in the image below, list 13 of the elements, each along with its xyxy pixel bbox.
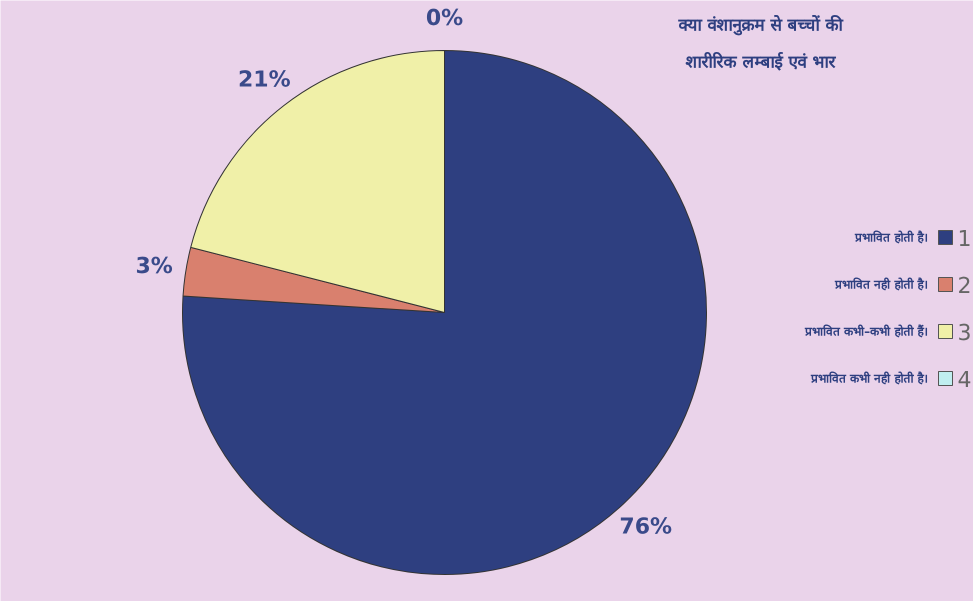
legend-label: 2 [958, 274, 972, 299]
chart-title: क्या वंशानुक्रम से बच्चों की शारीरिक लम्बाई एवं भार [678, 14, 844, 72]
legend-label: 4 [958, 368, 972, 393]
data-label: 21% [238, 68, 291, 93]
data-label: 76% [619, 514, 672, 540]
text: प्रभावित कभी–कभी होती हैं। [804, 324, 929, 338]
text: 0% [426, 6, 464, 31]
legend-label: 1 [958, 227, 972, 252]
text: प्रभावित होती है। [854, 230, 929, 244]
text: प्रभावित नही होती है। [834, 278, 929, 292]
data-label: 3% [135, 254, 173, 280]
legend-label: 3 [958, 321, 972, 346]
text: प्रभावित कभी नही होती है। [810, 372, 929, 386]
